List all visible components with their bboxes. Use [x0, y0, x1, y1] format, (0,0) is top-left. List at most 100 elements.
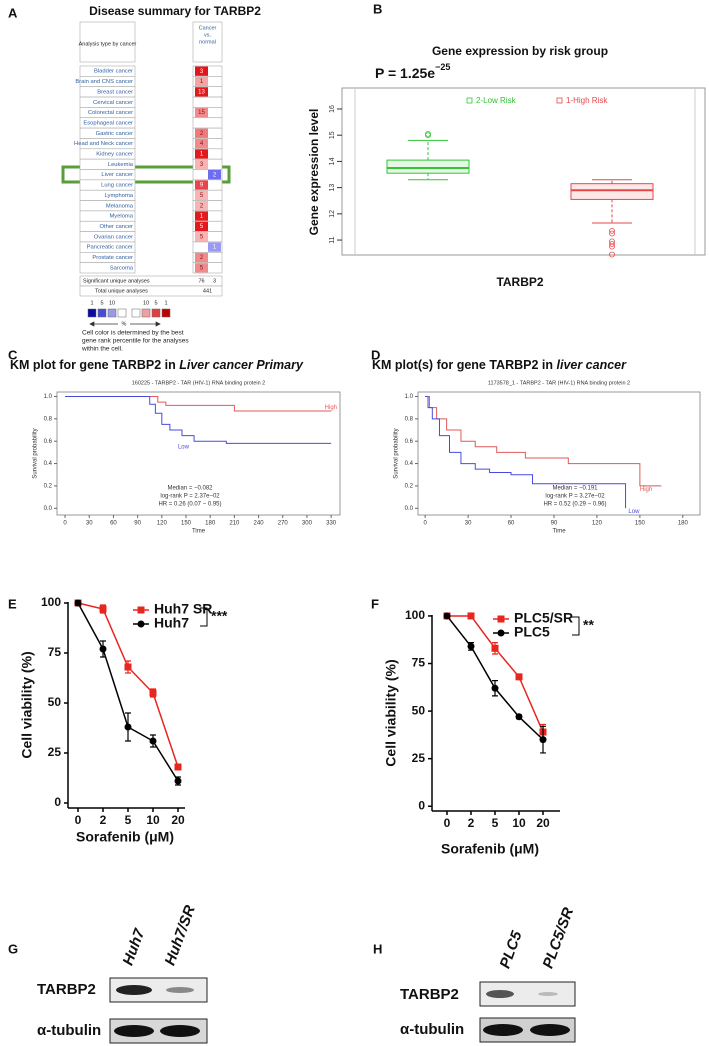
- survival-curve: [425, 395, 627, 509]
- legend-note: gene rank percentile for the analyses: [82, 338, 189, 345]
- x-tick-label: 120: [592, 521, 603, 527]
- cancer-name: Breast cancer: [97, 89, 133, 95]
- marker: [515, 713, 523, 721]
- legend-label: 1: [90, 300, 93, 306]
- over-count: 5: [200, 265, 204, 271]
- x-tick-label: 240: [254, 521, 265, 527]
- x-tick-label: 20: [171, 813, 185, 827]
- legend-swatch: [151, 308, 161, 318]
- y-tick-label: 75: [412, 656, 426, 670]
- x-tick-label: 60: [110, 521, 117, 527]
- legend-note: within the cell.: [81, 346, 123, 353]
- y-tick-label: 0: [54, 795, 61, 809]
- header-cell: [79, 21, 136, 63]
- stat-line: log-rank P = 3.27e−02: [545, 494, 605, 500]
- lane-label: Huh7/SR: [162, 903, 199, 968]
- x-tick-label: 0: [423, 521, 427, 527]
- over-count: 3: [200, 69, 204, 75]
- marker: [174, 777, 182, 785]
- chart-subtitle: 160225 - TARBP2 - TAR (HIV-1) RNA bindin…: [132, 380, 266, 386]
- y-axis-label: Survival probability: [33, 428, 39, 478]
- y-tick-label: 0.8: [44, 416, 53, 422]
- significance-bracket: [572, 616, 580, 636]
- y-tick-label: 0.0: [405, 506, 414, 512]
- panel-label: F: [371, 596, 379, 611]
- lane-label: PLC5: [497, 928, 526, 970]
- outlier: [609, 227, 615, 234]
- over-count: 4: [200, 141, 204, 147]
- cancer-name: Melanoma: [106, 203, 134, 209]
- y-tick-label: 11: [329, 236, 336, 243]
- x-tick-label: 150: [181, 521, 192, 527]
- y-tick-label: 50: [412, 703, 426, 717]
- stat-line: log-rank P = 2.37e−02: [160, 494, 220, 500]
- y-tick-label: 0.2: [44, 484, 53, 490]
- survival-curve: [425, 395, 662, 487]
- row-cell: [79, 262, 136, 274]
- chart-title: KM plot(s) for gene TARBP2 in liver canc…: [372, 358, 627, 372]
- y-tick-label: 0.4: [44, 461, 53, 467]
- y-tick-label: 1.0: [44, 394, 53, 400]
- x-tick-label: 180: [205, 521, 216, 527]
- legend-swatch: [141, 308, 151, 318]
- y-tick-label: 0.4: [405, 461, 414, 467]
- protein-label: α-tubulin: [400, 1021, 464, 1038]
- x-tick-label: 330: [326, 521, 337, 527]
- significance: **: [583, 617, 594, 633]
- x-axis-label: TARBP2: [496, 275, 543, 289]
- outlier: [609, 243, 615, 250]
- marker: [124, 663, 132, 671]
- over-count: 9: [200, 183, 204, 189]
- legend-label: 10: [109, 300, 115, 306]
- y-tick-label: 100: [41, 595, 61, 609]
- y-tick-label: 12: [329, 210, 336, 218]
- outlier: [609, 251, 615, 258]
- y-tick-label: 14: [329, 157, 336, 165]
- row-cell: [192, 96, 223, 108]
- panel-label: D: [371, 347, 380, 362]
- over-cell: [195, 76, 208, 87]
- x-tick-label: 60: [508, 521, 515, 527]
- marker: [467, 642, 475, 650]
- curve-label: High: [640, 487, 652, 493]
- legend-swatch: [161, 308, 171, 318]
- marker: [149, 737, 157, 745]
- over-cell: [195, 221, 208, 232]
- over-cell: [195, 87, 208, 97]
- y-axis-label: Cell viability (%): [19, 651, 35, 758]
- panel-label: G: [8, 941, 18, 956]
- legend-swatch: [87, 308, 97, 318]
- stat-line: Median = −0.082: [167, 486, 213, 492]
- legend-marker: [556, 97, 563, 104]
- x-tick-label: 300: [302, 521, 313, 527]
- header-cell: [192, 21, 223, 63]
- survival-curve: [65, 395, 332, 444]
- chart-title-emphasis: Liver cancer Primary: [179, 358, 304, 372]
- over-count: 2: [200, 255, 204, 261]
- marker: [467, 612, 475, 620]
- y-tick-label: 75: [48, 645, 62, 659]
- cancer-name: Sarcoma: [110, 265, 134, 271]
- stat-line: HR = 0.26 (0.07 − 0.95): [158, 502, 221, 508]
- y-tick-label: 100: [405, 608, 425, 622]
- p-value-exponent: −25: [435, 62, 450, 72]
- panel-label: C: [8, 347, 18, 362]
- panel-label: A: [8, 5, 18, 20]
- total-label: Total unique analyses: [95, 288, 148, 294]
- legend-label: 5: [154, 300, 157, 306]
- stat-line: Median = −0.191: [552, 486, 598, 492]
- legend-marker: [137, 620, 145, 628]
- under-cell: [208, 170, 221, 180]
- chart-title: Gene expression by risk group: [432, 44, 608, 58]
- significance: ***: [211, 608, 228, 624]
- over-count: 5: [200, 224, 204, 230]
- y-tick-label: 0.0: [44, 506, 53, 512]
- cancer-name: Gastric cancer: [96, 131, 133, 137]
- over-count: 5: [200, 234, 204, 240]
- under-cell: [208, 242, 221, 252]
- marker: [539, 736, 547, 744]
- x-tick-label: 0: [63, 521, 67, 527]
- y-tick-label: 13: [329, 184, 336, 192]
- legend-swatch: [117, 308, 127, 318]
- significant-count: 76: [198, 278, 204, 284]
